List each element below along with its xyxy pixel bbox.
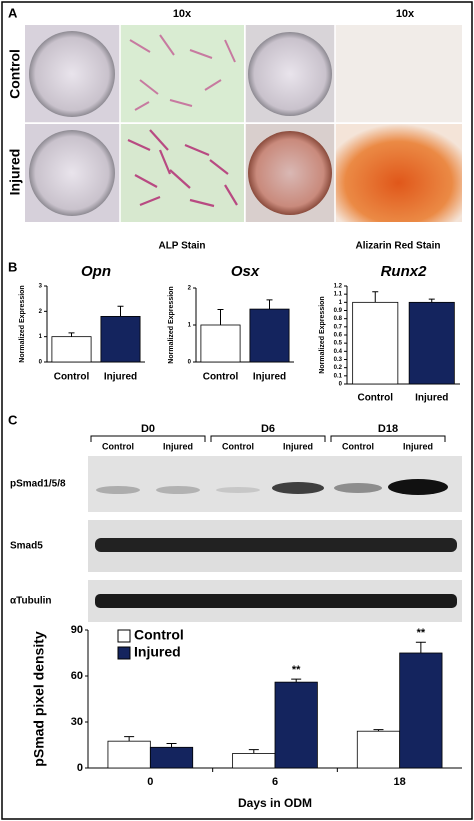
y-tick-label: 0 (188, 360, 192, 366)
stain-label: ALP Stain (158, 241, 205, 252)
y-tick-label: 30 (71, 716, 83, 728)
x-axis-label: Days in ODM (238, 796, 312, 810)
bar (352, 301, 399, 385)
y-tick-label: 0.8 (334, 316, 343, 322)
y-tick-label: 0 (39, 360, 43, 366)
y-axis-label: pSmad pixel density (31, 631, 47, 767)
y-tick-label: 0.7 (334, 324, 343, 330)
significance: ** (292, 664, 301, 676)
bar (200, 324, 241, 363)
x-tick-label: 18 (394, 776, 406, 788)
error-bar (266, 299, 273, 310)
y-axis-label: Normalized Expression (168, 286, 175, 363)
x-tick-label: 6 (272, 776, 278, 788)
y-tick-label: 0.4 (334, 349, 343, 355)
y-tick-label: 2 (188, 286, 192, 292)
stain-images (25, 25, 462, 222)
y-tick-label: 0.6 (334, 333, 343, 339)
y-tick-label: 0 (77, 762, 83, 774)
y-tick-label: 1 (188, 323, 192, 329)
blot-group-label: D0 (141, 423, 155, 435)
y-tick-label: 0.3 (334, 357, 343, 363)
legend-label: Injured (134, 644, 181, 660)
bar (100, 315, 141, 363)
bracket (90, 435, 206, 442)
y-axis-label: Normalized Expression (319, 296, 326, 373)
error-bar (291, 678, 302, 683)
blot-row-label: αTubulin (10, 596, 52, 607)
lane-label: Control (102, 441, 134, 451)
y-tick-label: 0.9 (334, 308, 343, 314)
column-header: 10x (396, 8, 415, 20)
lane-label: Injured (403, 441, 433, 451)
panel-label: A (8, 5, 18, 20)
y-axis-label: Normalized Expression (19, 285, 26, 362)
panel-label: B (8, 259, 17, 274)
lane-label: Injured (163, 441, 193, 451)
x-tick-label: 0 (147, 776, 153, 788)
y-tick-label: 3 (39, 284, 43, 290)
blot-group-label: D18 (378, 423, 398, 435)
x-tick-label: Injured (415, 393, 448, 404)
x-tick-label: Control (203, 372, 239, 383)
y-tick-label: 90 (71, 624, 83, 636)
error-bar (117, 305, 124, 317)
row-label: Control (7, 49, 23, 99)
error-bar (68, 332, 75, 337)
error-bar (166, 742, 177, 748)
bar (149, 746, 194, 769)
chart-title: Osx (231, 263, 260, 280)
lane-label: Control (222, 441, 254, 451)
bar (399, 652, 443, 769)
y-tick-label: 0.1 (334, 373, 343, 379)
bar (107, 740, 151, 769)
legend-swatch (117, 629, 131, 643)
error-bar (124, 736, 135, 742)
bar (274, 681, 318, 769)
significance: ** (417, 627, 426, 639)
lane-label: Injured (283, 441, 313, 451)
panel-label: C (8, 412, 18, 427)
row-label: Injured (7, 149, 23, 196)
bar (408, 301, 455, 385)
y-tick-label: 1.1 (334, 292, 343, 298)
bracket (330, 435, 446, 442)
error-bar (248, 749, 259, 754)
legend-swatch (117, 646, 131, 660)
blot-row-label: Smad5 (10, 541, 43, 552)
y-tick-label: 0 (339, 382, 343, 388)
error-bar (372, 291, 379, 303)
y-tick-label: 1.2 (334, 284, 343, 290)
x-tick-label: Control (54, 372, 90, 383)
lane-label: Control (342, 441, 374, 451)
blot-group-label: D6 (261, 423, 275, 435)
error-bar (428, 298, 435, 303)
error-bar (415, 641, 426, 653)
y-tick-label: 1 (39, 334, 43, 340)
bracket (210, 435, 326, 442)
y-tick-label: 60 (71, 670, 83, 682)
chart-title: Opn (81, 263, 111, 280)
blot-row-label: pSmad1/5/8 (10, 479, 66, 490)
error-bar (217, 308, 224, 325)
x-tick-label: Control (357, 393, 393, 404)
column-header: 10x (173, 8, 192, 20)
bar (232, 753, 276, 769)
bar (51, 336, 92, 363)
y-tick-label: 0.2 (334, 365, 343, 371)
x-tick-label: Injured (104, 372, 137, 383)
chart-title: Runx2 (381, 263, 428, 280)
y-tick-label: 1 (339, 300, 343, 306)
bar (249, 308, 290, 363)
y-tick-label: 2 (39, 309, 43, 315)
stain-label: Alizarin Red Stain (355, 241, 440, 252)
x-tick-label: Injured (253, 372, 286, 383)
legend-label: Control (134, 627, 184, 643)
y-tick-label: 0.5 (334, 341, 343, 347)
blot-images (88, 456, 462, 622)
bar (356, 730, 401, 769)
